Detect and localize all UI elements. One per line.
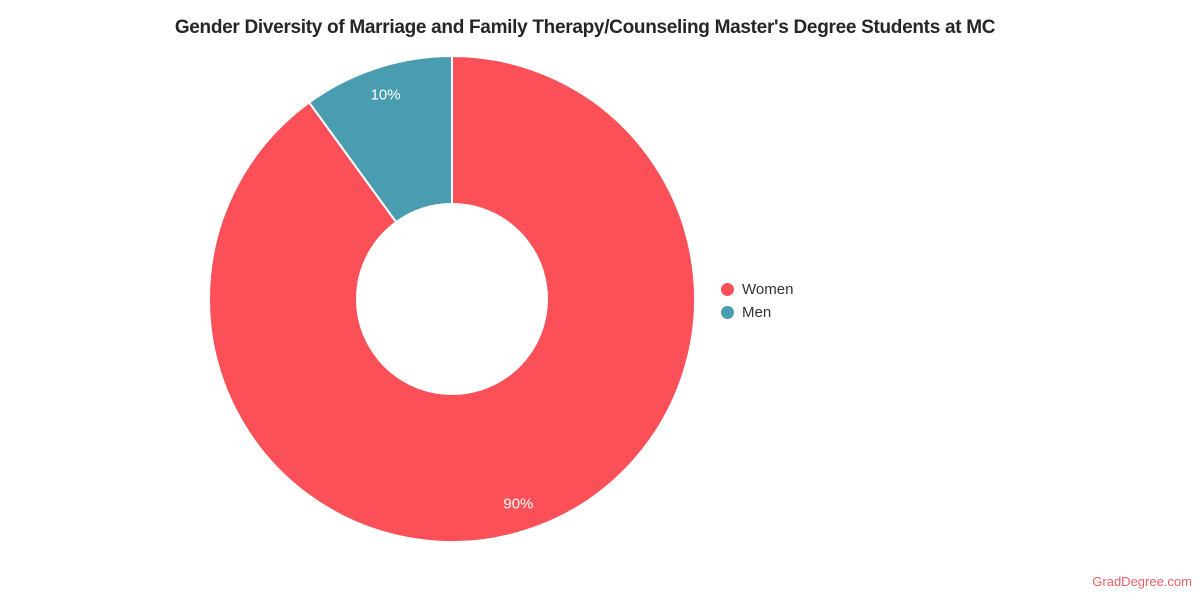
legend-item-men[interactable]: Men [721,304,793,321]
chart-title: Gender Diversity of Marriage and Family … [174,17,996,38]
legend-item-women[interactable]: Women [721,281,793,298]
pie-slice-men[interactable] [308,55,453,224]
legend-label: Women [742,281,794,298]
legend-swatch-icon [721,306,734,319]
slice-label-women: 90% [503,496,533,513]
legend: Women Men [721,281,793,321]
watermark-link[interactable]: GradDegree.com [1092,574,1192,589]
legend-swatch-icon [721,283,734,296]
slice-label-men: 10% [371,87,401,104]
pie-slice-women[interactable] [208,55,696,543]
legend-label: Men [742,304,772,321]
